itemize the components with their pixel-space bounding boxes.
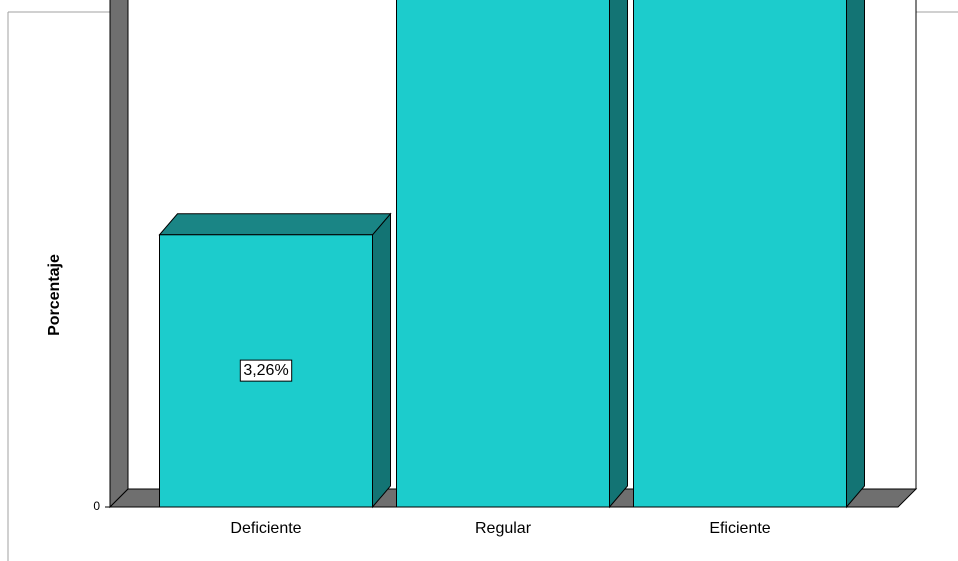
value-label-box [239, 359, 293, 382]
x-tick-label: Regular [475, 520, 532, 537]
x-tick-label: Deficiente [230, 520, 301, 537]
bar-side [609, 0, 628, 509]
bar-side [372, 212, 391, 509]
bar-top [158, 213, 392, 236]
y-axis-label: Porcentaje [46, 254, 63, 336]
left-wall [109, 0, 129, 509]
bar [633, 0, 847, 508]
bar-side [846, 0, 865, 509]
bar [159, 234, 373, 508]
y-tick-label: 0 [93, 499, 100, 513]
bar [396, 0, 610, 508]
x-tick-label: Eficiente [709, 520, 770, 537]
value-label: 3,26% [243, 362, 288, 379]
